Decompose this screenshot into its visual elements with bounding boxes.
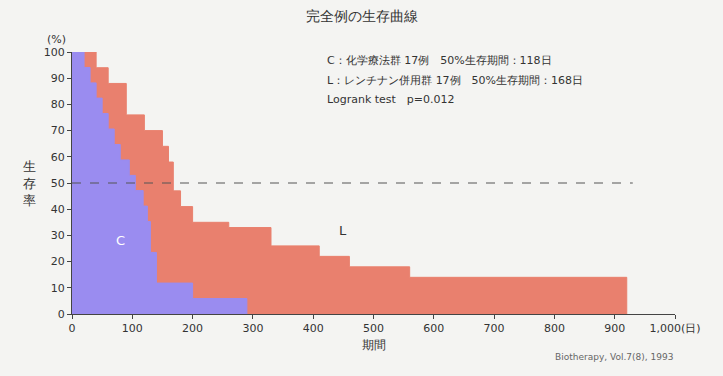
svg-text:900: 900 [604, 322, 625, 335]
svg-text:Logrank test p=0.012: Logrank test p=0.012 [327, 93, 455, 106]
svg-text:90: 90 [51, 72, 65, 85]
svg-text:生存率: 生存率 [23, 159, 36, 208]
svg-text:40: 40 [51, 203, 65, 216]
svg-text:1,000(日): 1,000(日) [649, 322, 700, 335]
svg-text:100: 100 [44, 46, 65, 59]
svg-text:0: 0 [69, 322, 76, 335]
svg-text:200: 200 [182, 322, 203, 335]
svg-text:100: 100 [122, 322, 143, 335]
svg-text:80: 80 [51, 98, 65, 111]
svg-text:20: 20 [51, 255, 65, 268]
svg-text:70: 70 [51, 124, 65, 137]
svg-text:C：化学療法群 17例 50%生存期間：118日: C：化学療法群 17例 50%生存期間：118日 [327, 54, 552, 67]
svg-text:Biotherapy, Vol.7(8), 1993: Biotherapy, Vol.7(8), 1993 [555, 352, 673, 362]
svg-text:30: 30 [51, 229, 65, 242]
svg-text:600: 600 [423, 322, 444, 335]
svg-text:(%): (%) [47, 33, 66, 46]
svg-text:完全例の生存曲線: 完全例の生存曲線 [306, 8, 418, 24]
svg-text:700: 700 [484, 322, 505, 335]
svg-text:500: 500 [363, 322, 384, 335]
svg-text:800: 800 [544, 322, 565, 335]
svg-text:300: 300 [242, 322, 263, 335]
svg-text:期間: 期間 [362, 338, 386, 352]
svg-text:50: 50 [51, 177, 65, 190]
svg-text:0: 0 [58, 308, 65, 321]
svg-text:60: 60 [51, 151, 65, 164]
svg-text:400: 400 [303, 322, 324, 335]
svg-text:C: C [116, 233, 125, 248]
svg-text:L: L [339, 223, 347, 238]
svg-text:L：レンチナン併用群 17例 50%生存期間：168日: L：レンチナン併用群 17例 50%生存期間：168日 [327, 74, 583, 87]
svg-text:10: 10 [51, 282, 65, 295]
